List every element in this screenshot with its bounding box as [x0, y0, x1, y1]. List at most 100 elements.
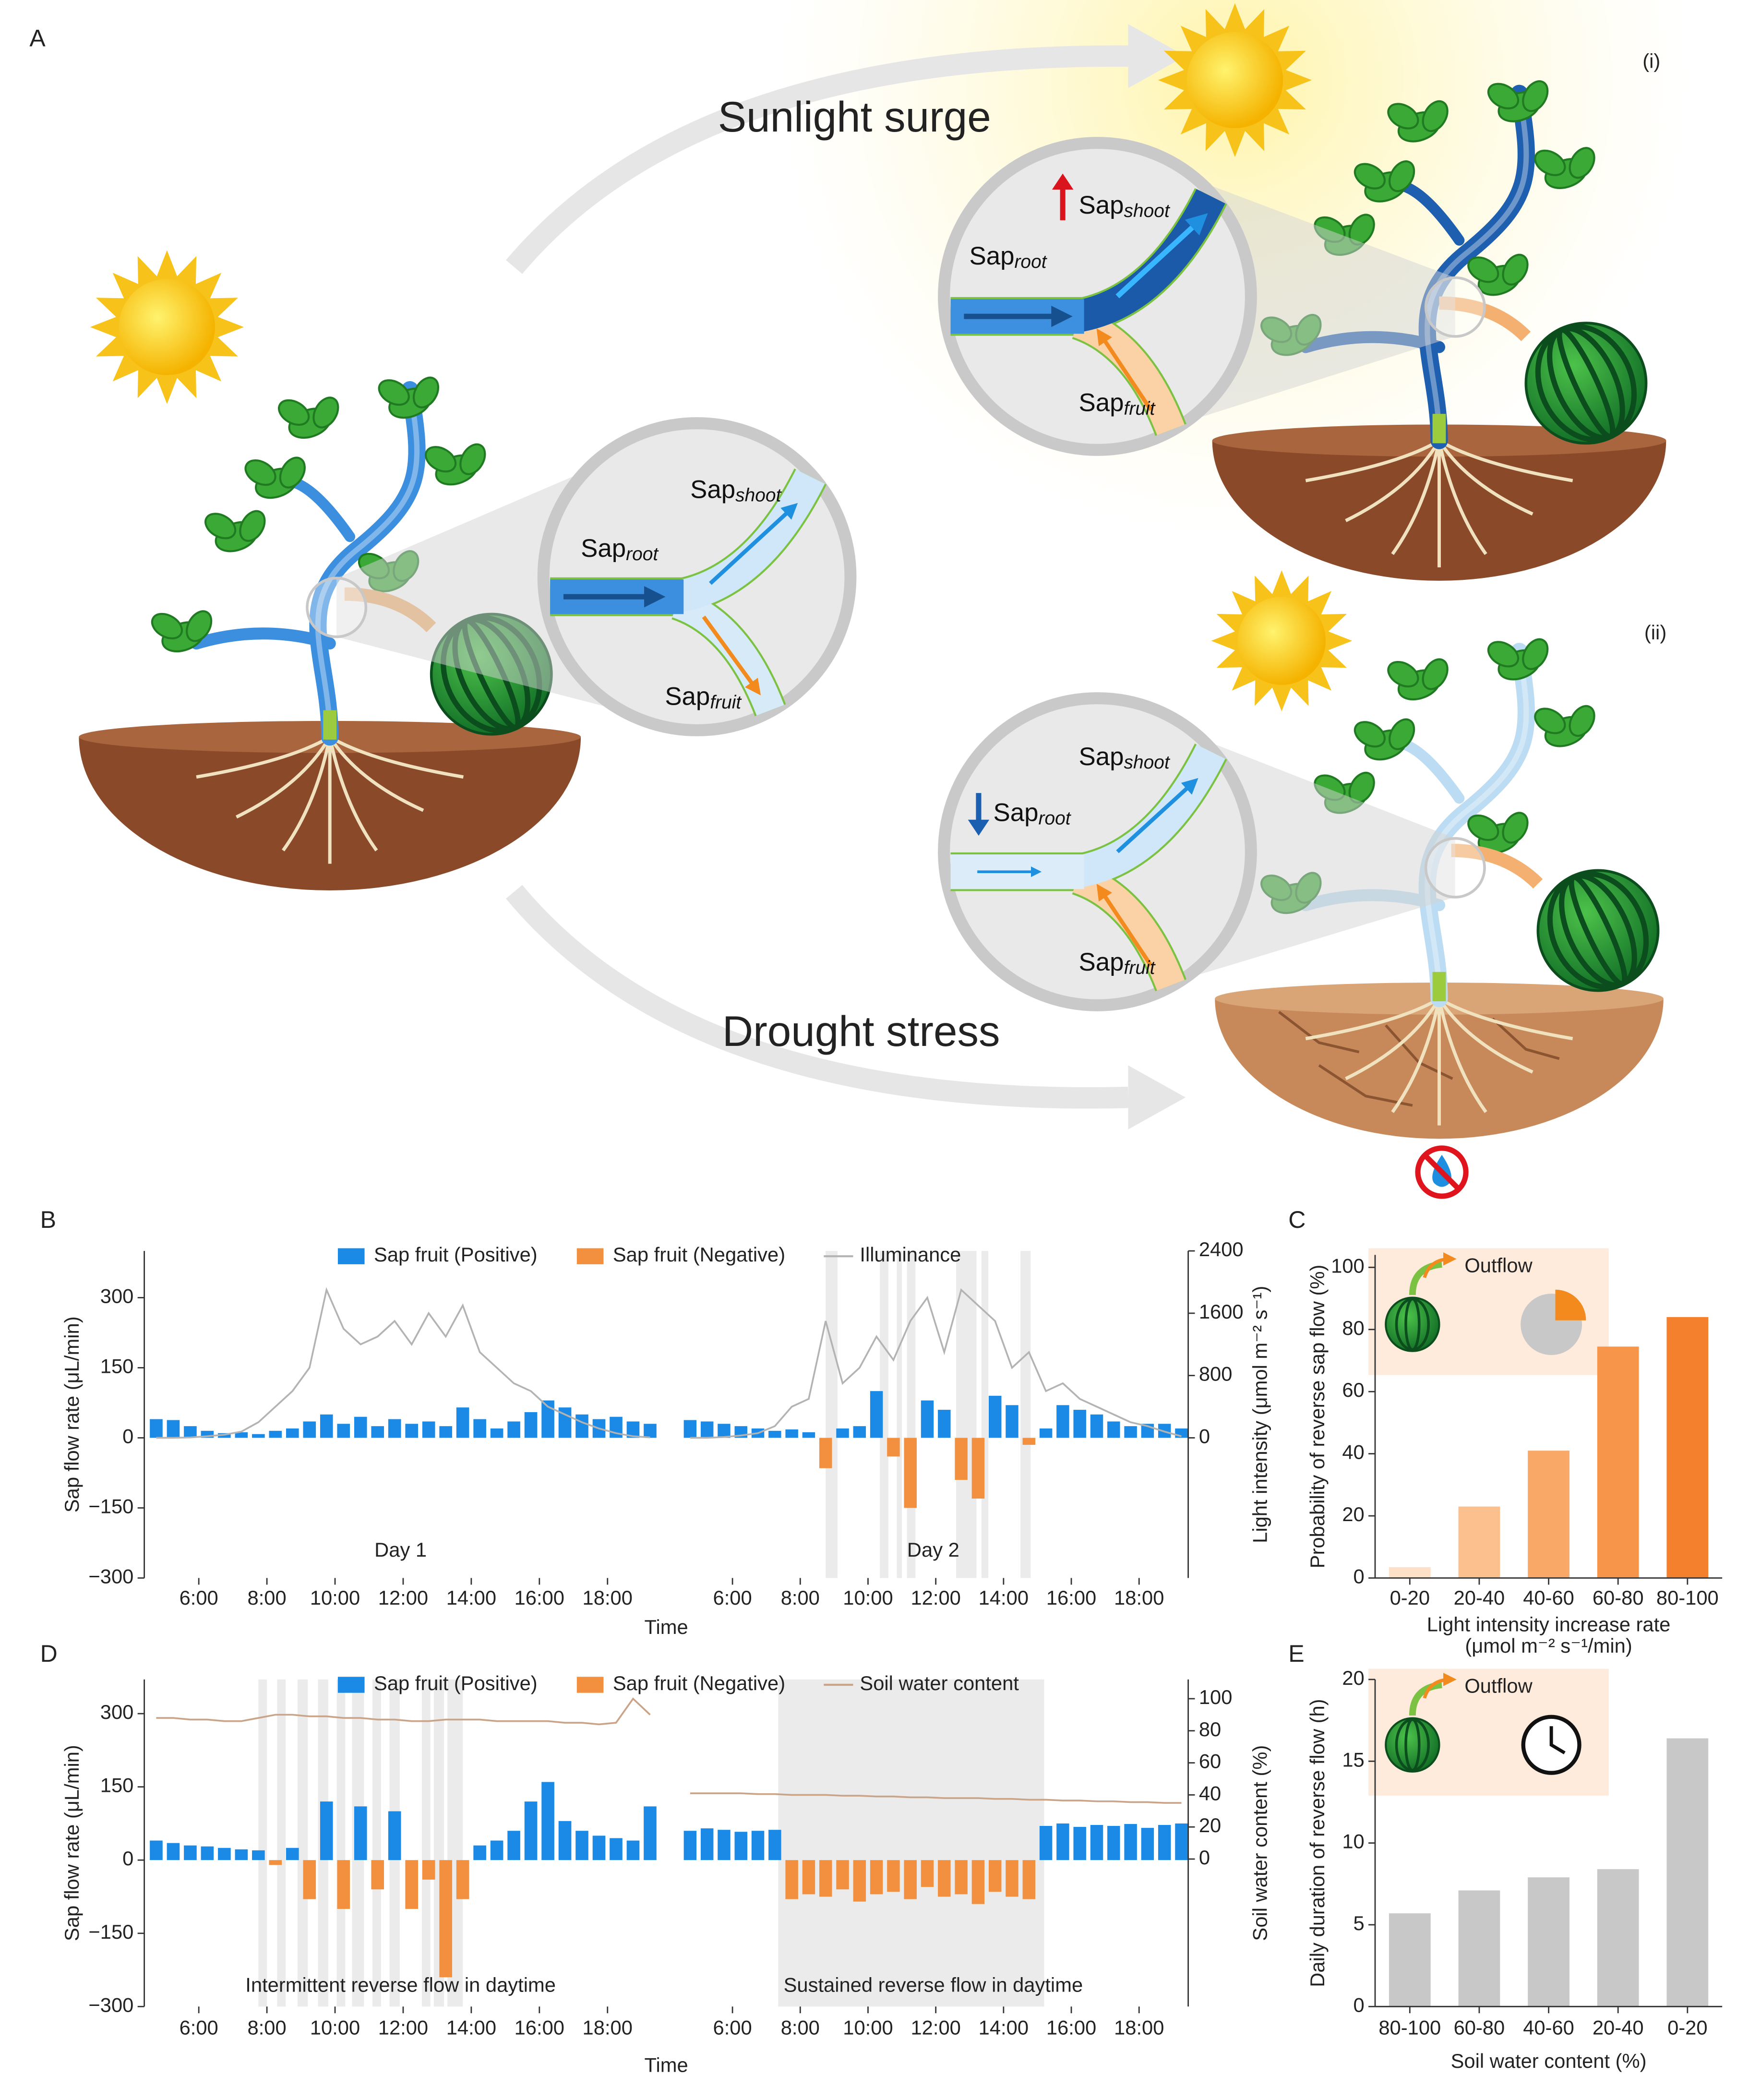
- bar: [1022, 1860, 1036, 1899]
- root: [1438, 439, 1533, 516]
- bar: [303, 1860, 316, 1899]
- bar: [354, 1416, 367, 1438]
- stem-base: [323, 710, 337, 740]
- leaf: [244, 459, 276, 486]
- y-tick-label: 20: [1342, 1503, 1364, 1525]
- leaf: [1389, 718, 1415, 750]
- line: [690, 1792, 1182, 1804]
- legend-label: Soil water content: [860, 1672, 1019, 1694]
- leaf: [459, 443, 486, 475]
- bar: [988, 1860, 1002, 1892]
- joint-lens: [1424, 837, 1486, 899]
- soil-crack: [1318, 1064, 1413, 1107]
- bar: [184, 1845, 197, 1860]
- sap-base: Sap: [1079, 389, 1124, 417]
- bar: [337, 1424, 350, 1438]
- legend-label: Sap fruit (Negative): [613, 1243, 785, 1266]
- x-tick-label: 16:00: [515, 1586, 564, 1609]
- x-tick-label: 18:00: [1114, 1586, 1164, 1609]
- root: [1438, 439, 1573, 482]
- bar: [870, 1860, 883, 1895]
- bar: [1597, 1869, 1639, 2007]
- bar: [524, 1801, 538, 1860]
- bar: [1597, 1346, 1639, 1578]
- x-tick-label: 8:00: [248, 2016, 287, 2039]
- legend-swatch: [337, 1677, 365, 1693]
- y2-axis-label: Soil water content (%): [1249, 1745, 1271, 1941]
- bar: [167, 1420, 180, 1438]
- melon-stripe: [1535, 324, 1637, 443]
- legend-swatch: [337, 1248, 365, 1264]
- sap-label: Sapshoot: [1079, 743, 1171, 773]
- leaf: [312, 396, 339, 429]
- bar: [252, 1434, 265, 1438]
- leaf: [1387, 103, 1419, 130]
- inset-label: Outflow: [1464, 1254, 1533, 1276]
- bar: [218, 1848, 231, 1860]
- transition-arrowhead: [1128, 24, 1186, 88]
- sap-subscript: shoot: [1124, 201, 1171, 222]
- line: [156, 1287, 650, 1439]
- bar: [683, 1831, 697, 1860]
- highlight-band: [956, 1251, 977, 1578]
- bar: [150, 1840, 163, 1860]
- y-tick-label: 80: [1342, 1317, 1364, 1339]
- bar: [1107, 1421, 1120, 1438]
- bar: [235, 1432, 248, 1438]
- root: [329, 735, 464, 779]
- sap-base: Sap: [581, 534, 626, 563]
- y-tick-label: 60: [1342, 1379, 1364, 1401]
- root: [1345, 997, 1441, 1080]
- leaf: [151, 612, 183, 640]
- highlight-band: [897, 1251, 902, 1578]
- bar: [303, 1421, 316, 1438]
- bar: [269, 1430, 282, 1438]
- leaf: [186, 610, 213, 642]
- no-water-slash: [1424, 1154, 1460, 1190]
- bar: [802, 1432, 815, 1438]
- bar: [921, 1860, 934, 1887]
- bar: [422, 1860, 435, 1880]
- sap-base: Sap: [1079, 743, 1124, 771]
- stem: [309, 381, 426, 746]
- bar: [718, 1830, 731, 1860]
- illustration: [79, 0, 1689, 1199]
- panel-label: D: [40, 1640, 58, 1667]
- bar: [575, 1414, 588, 1438]
- bar: [473, 1845, 486, 1860]
- x-tick-label: 16:00: [515, 2016, 564, 2039]
- bar: [524, 1412, 538, 1438]
- bar: [150, 1419, 163, 1438]
- leaf: [1502, 812, 1529, 844]
- sap-base: Sap: [665, 683, 710, 711]
- bar: [836, 1860, 849, 1890]
- y-tick-label: 10: [1342, 1830, 1364, 1853]
- bar: [1124, 1426, 1137, 1438]
- inset-arrow: [1423, 1252, 1457, 1278]
- y-axis-label: Daily duration of reverse flow (h): [1306, 1699, 1329, 1987]
- stem: [1418, 643, 1535, 1008]
- bar: [644, 1806, 657, 1860]
- leaf: [1389, 160, 1415, 192]
- bar: [1056, 1823, 1069, 1860]
- annotation: Intermittent reverse flow in daytime: [245, 1974, 556, 1996]
- bar: [320, 1414, 333, 1438]
- highlight-band: [1020, 1251, 1031, 1578]
- caption: Drought stress: [722, 1007, 1000, 1055]
- y2-tick-label: 1600: [1199, 1300, 1244, 1323]
- x-axis-label: Soil water content (%): [1451, 2050, 1647, 2072]
- leaf: [279, 456, 306, 489]
- x-tick-label: 12:00: [378, 2016, 428, 2039]
- bar: [337, 1860, 350, 1909]
- x-axis-label: Time: [645, 2053, 688, 2076]
- bar: [439, 1860, 452, 1978]
- highlight-band: [907, 1251, 916, 1578]
- leaf: [425, 446, 457, 473]
- sun: [119, 279, 216, 375]
- sap-label: Saproot: [969, 242, 1047, 272]
- melon-stripe: [1395, 1718, 1430, 1772]
- x-tick-label: 10:00: [310, 2016, 360, 2039]
- bar: [904, 1438, 917, 1508]
- bar: [734, 1832, 747, 1860]
